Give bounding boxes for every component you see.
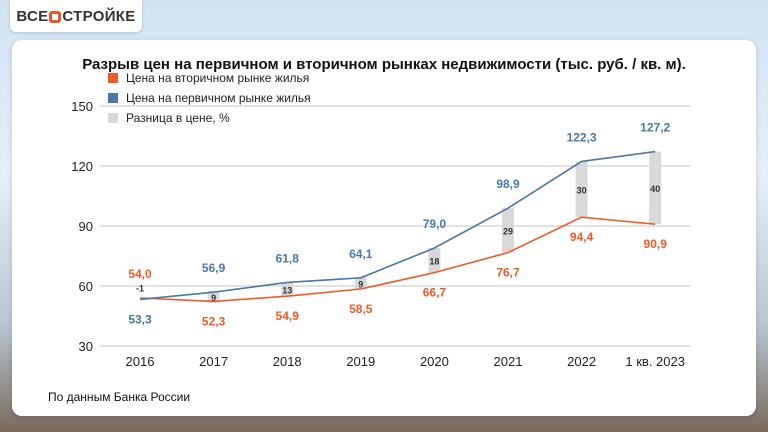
x-tick-label: 2018 <box>273 354 302 369</box>
secondary-line <box>139 216 656 303</box>
secondary-data-label: 52,3 <box>202 314 226 328</box>
legend-item-gap: Разница в цене, % <box>108 108 311 128</box>
y-tick-label: 30 <box>79 339 93 354</box>
secondary-data-label: 90,9 <box>644 237 668 251</box>
primary-data-label: 61,8 <box>276 251 300 265</box>
secondary-data-label: 54,0 <box>128 267 152 281</box>
secondary-data-label: 66,7 <box>423 286 447 300</box>
secondary-data-label: 58,5 <box>349 302 373 316</box>
gap-bar <box>575 161 588 218</box>
legend-item-primary: Цена на первичном рынке жилья <box>108 88 311 108</box>
legend-label: Цена на вторичном рынке жилья <box>126 71 310 85</box>
secondary-data-label: 76,7 <box>496 266 520 280</box>
legend-item-secondary: Цена на вторичном рынке жилья <box>108 68 311 88</box>
x-tick-label: 2019 <box>346 354 375 369</box>
gap-label: 9 <box>358 279 363 289</box>
legend-swatch <box>108 73 118 83</box>
secondary-data-label: 94,4 <box>570 230 594 244</box>
gap-bar <box>207 290 220 303</box>
primary-data-label: 127,2 <box>640 121 670 135</box>
x-tick-label: 2016 <box>126 354 155 369</box>
x-tick-label: 2022 <box>567 354 596 369</box>
gap-bar <box>428 248 441 273</box>
y-tick-label: 150 <box>71 99 93 114</box>
legend: Цена на вторичном рынке жилья Цена на пе… <box>108 68 311 128</box>
chart-title: Разрыв цен на первичном и вторичном рынк… <box>82 56 686 73</box>
logo-text-1: ВСЕ <box>16 7 49 25</box>
gap-bar <box>649 151 662 225</box>
gap-bar <box>502 208 514 253</box>
gap-label: 29 <box>503 226 513 236</box>
gap-bar <box>281 282 294 297</box>
legend-swatch <box>108 93 118 103</box>
y-tick-label: 60 <box>79 279 93 294</box>
primary-data-label: 53,3 <box>128 312 152 326</box>
gap-label: 40 <box>650 184 660 194</box>
primary-line <box>139 150 656 301</box>
gap-label: 13 <box>282 285 292 295</box>
primary-data-label: 64,1 <box>349 247 373 261</box>
y-tick-label: 120 <box>71 159 93 174</box>
gap-label: -1 <box>136 283 144 293</box>
legend-label: Разница в цене, % <box>126 111 230 125</box>
source-note: По данным Банка России <box>48 390 191 404</box>
legend-label: Цена на первичном рынке жилья <box>126 91 311 105</box>
gap-label: 18 <box>429 256 439 266</box>
gap-bar <box>354 277 367 290</box>
primary-data-label: 122,3 <box>567 130 597 144</box>
gap-label: 30 <box>577 185 587 195</box>
legend-swatch <box>108 113 118 123</box>
chart-card: Разрыв цен на первичном и вторичном рынк… <box>12 40 756 416</box>
x-tick-label: 1 кв. 2023 <box>625 354 685 369</box>
logo-o-icon <box>49 11 62 23</box>
y-tick-label: 90 <box>79 219 93 234</box>
primary-data-label: 56,9 <box>202 261 226 275</box>
x-tick-label: 2021 <box>494 354 523 369</box>
x-tick-label: 2020 <box>420 354 449 369</box>
gap-label: 9 <box>211 293 216 303</box>
logo: ВСЕ СТРОЙКЕ <box>10 0 142 32</box>
primary-data-label: 98,9 <box>496 177 520 191</box>
primary-data-label: 79,0 <box>423 217 447 231</box>
logo-text-2: СТРОЙКЕ <box>62 7 136 25</box>
x-tick-label: 2017 <box>199 354 228 369</box>
secondary-data-label: 54,9 <box>276 309 300 323</box>
